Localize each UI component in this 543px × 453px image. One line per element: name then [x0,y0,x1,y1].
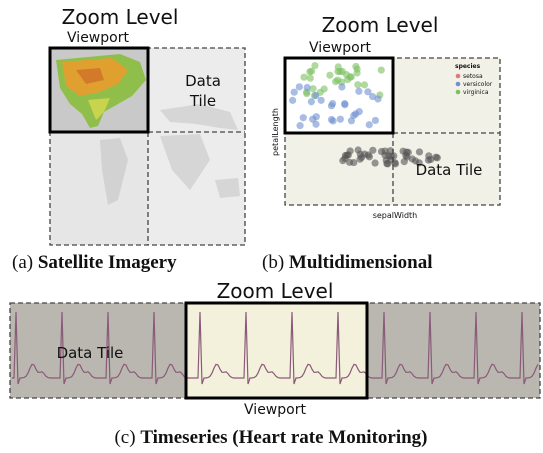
scatter-dot [432,154,439,161]
legend-title: species [455,63,481,70]
scatter-dot [338,83,345,90]
scatter-dot [364,88,371,95]
scatter-dot [308,68,315,75]
zoom-label: Zoom Level [322,13,439,37]
scatter-dot [355,88,362,95]
scatter-dot [303,90,310,97]
legend-item: setosa [463,73,483,80]
zoom-label: Zoom Level [217,279,334,303]
viewport-label: Viewport [244,402,306,418]
caption-title: Multidimensional [289,252,433,273]
scatter-dot [369,147,376,154]
legend-item: versicolor [463,81,493,88]
scatter-dot [354,81,361,88]
panel-multidimensional: species setosa versicolor virginica Zoom… [262,13,500,273]
viewport-label: Viewport [67,30,129,46]
scatter-dot [401,158,408,165]
scatter-dot [372,117,379,124]
scatter-dot [300,114,307,121]
legend-swatch [456,82,461,87]
caption: (b) Multidimensional [262,252,432,273]
scatter-dot [300,74,307,81]
legend-item: virginica [463,89,489,96]
tile-label: Data Tile [416,161,483,179]
scatter-dot [384,160,391,167]
scatter-dot [326,72,333,79]
scatter-dot [388,153,395,160]
figure: Zoom Level Viewport Data Tile (a) Satell… [0,0,543,453]
scatter-dot [308,98,315,105]
caption-title: Satellite Imagery [38,252,177,273]
scatter-dot [335,63,342,70]
scatter-dot [342,152,349,159]
scatter-dot [416,148,423,155]
scatter-dot [296,122,303,129]
zoom-label: Zoom Level [62,5,179,29]
scatter-dot [304,84,311,91]
scatter-dot [307,75,314,82]
scatter-dot [337,116,344,123]
scatter-dot [329,100,336,107]
tile-label: Data [185,72,221,90]
x-axis-label: sepalWidth [373,211,418,220]
scatter-dot [289,97,296,104]
tile-bg [50,132,148,245]
caption-label: (b) [262,252,284,273]
scatter-dot [356,156,363,163]
scatter-dot [382,147,389,154]
caption: (c) Timeseries (Heart rate Monitoring) [114,427,427,448]
scatter-dot [332,78,339,85]
scatter-dot [352,110,359,117]
scatter-dot [348,73,355,80]
tile-label: Data Tile [57,344,124,362]
scatter-dot [312,92,319,99]
legend-swatch [456,74,461,79]
scatter-dot [350,159,357,166]
tile-label: Tile [189,92,216,110]
panel-timeseries: Zoom Level Viewport Data Tile (c) Timese… [10,279,540,448]
caption-label: (a) [12,252,33,273]
panel-satellite: Zoom Level Viewport Data Tile (a) Satell… [12,5,245,273]
y-axis-label: petalLength [271,108,280,156]
caption-title: Timeseries (Heart rate Monitoring) [140,427,427,448]
scatter-dot [361,81,368,88]
scatter-dot [318,97,325,104]
scatter-dot [291,89,298,96]
scatter-dot [372,159,379,166]
caption-label: (c) [114,427,135,448]
legend-swatch [456,90,461,95]
scatter-dot [341,101,348,108]
scatter-dot [329,117,336,124]
scatter-dot [378,66,385,73]
scatter-dot [348,117,355,124]
scatter-dot [405,149,412,156]
scatter-dot [309,116,316,123]
scatter-dot [296,83,303,90]
viewport-label: Viewport [309,40,371,56]
caption: (a) Satellite Imagery [12,252,177,273]
scatter-dot [366,121,373,128]
